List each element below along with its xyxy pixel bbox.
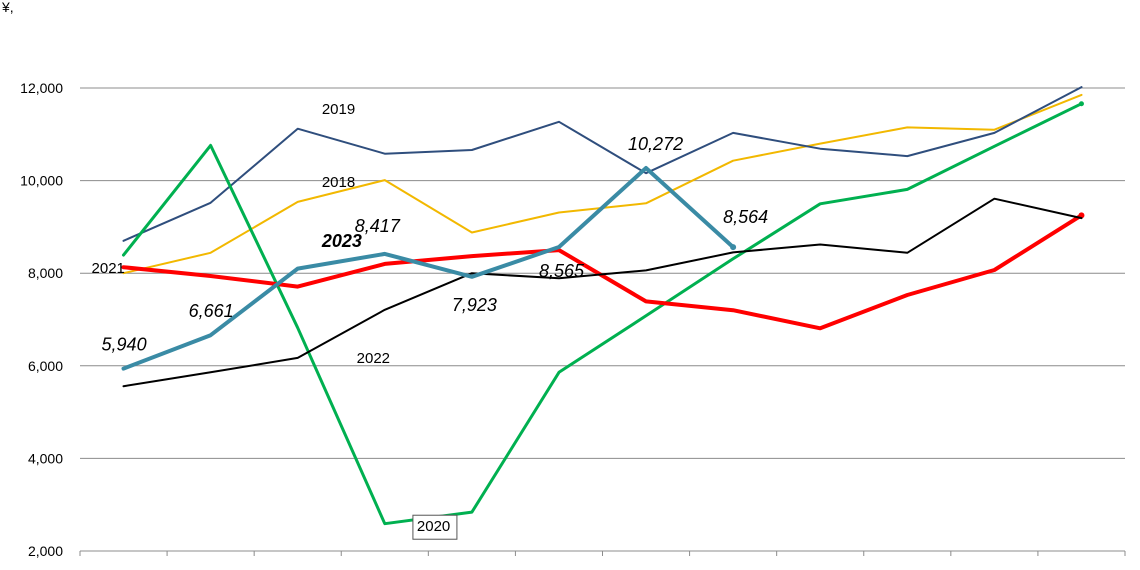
series-label-box: [412, 514, 458, 540]
series-line-2022: [122, 197, 1083, 388]
series-label-2022: 2022: [357, 350, 390, 367]
y-tick-label: 6,000: [28, 358, 63, 374]
series-label-2021: 2021: [92, 260, 125, 277]
y-tick-label: 8,000: [28, 265, 63, 281]
series-line-2019: [122, 86, 1083, 242]
data-label: 8,565: [539, 261, 585, 281]
data-label: 7,923: [452, 295, 497, 315]
data-label: 8,564: [723, 207, 768, 227]
series-line-2020: [122, 102, 1083, 526]
series-label-2023: 2023: [321, 231, 362, 251]
series-label-2019: 2019: [322, 101, 355, 118]
axes: 2,000 4,000 6,000 8,000 10,000 12,000: [20, 80, 1126, 559]
series-lines: [121, 86, 1085, 526]
data-label: 6,661: [189, 301, 234, 321]
series-line-2021: [121, 213, 1084, 331]
series-endpoint-2023: [730, 244, 737, 251]
series-line-2018: [122, 93, 1083, 275]
corner-text: ¥,: [1, 0, 14, 15]
y-tick-label: 10,000: [20, 173, 63, 189]
y-tick-label: 2,000: [28, 543, 63, 559]
labels: 2018 2019 2020 2021 2022 2023 5,940 6,661 8,417 7…: [92, 101, 768, 540]
data-label: 10,272: [628, 134, 683, 154]
series-endpoint-2020: [1078, 101, 1084, 107]
series-label-2018: 2018: [322, 174, 355, 191]
y-tick-label: 4,000: [28, 450, 63, 466]
series-label-2020: 2020: [417, 518, 450, 535]
gridlines: [80, 87, 1125, 459]
data-label: 8,417: [355, 216, 401, 236]
series-line-2023: [121, 166, 736, 371]
y-tick-label: 12,000: [20, 80, 63, 96]
data-label: 5,940: [102, 335, 147, 355]
